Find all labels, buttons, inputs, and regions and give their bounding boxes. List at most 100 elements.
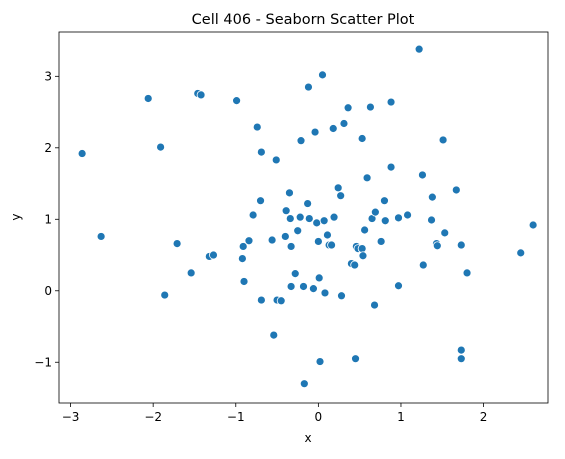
point — [362, 173, 372, 183]
point — [319, 216, 329, 226]
point — [339, 119, 349, 128]
point — [256, 295, 266, 305]
point — [333, 183, 343, 193]
plot-frame — [58, 31, 549, 404]
chart-title: Cell 406 - Seaborn Scatter Plot — [192, 12, 415, 28]
point — [329, 212, 339, 222]
point — [414, 44, 424, 54]
point — [310, 127, 320, 137]
point — [160, 290, 170, 300]
point — [343, 103, 353, 113]
point — [357, 244, 367, 253]
point — [295, 212, 305, 222]
point — [269, 330, 279, 340]
point — [304, 82, 313, 92]
point — [380, 196, 389, 206]
point — [299, 282, 308, 291]
point — [172, 239, 182, 248]
point — [432, 241, 442, 251]
point — [318, 70, 327, 80]
point — [418, 170, 427, 180]
point — [293, 226, 303, 236]
point — [350, 260, 360, 270]
point — [358, 251, 368, 261]
point — [237, 254, 247, 264]
x-tick-label: −1 — [227, 410, 245, 424]
point — [370, 300, 379, 310]
point — [516, 248, 526, 258]
point — [256, 196, 265, 206]
point — [403, 210, 412, 220]
point — [427, 215, 436, 225]
point — [336, 191, 346, 201]
point — [280, 232, 290, 241]
point — [244, 236, 254, 246]
point — [304, 214, 314, 223]
point — [320, 288, 330, 298]
point — [328, 124, 338, 133]
point — [315, 357, 325, 366]
point — [451, 185, 461, 195]
point — [360, 225, 370, 235]
x-tick-label: 0 — [315, 410, 323, 424]
point — [456, 240, 466, 250]
point — [238, 242, 248, 251]
point — [285, 188, 294, 198]
y-tick-label: 0 — [44, 284, 52, 298]
point — [248, 210, 258, 220]
point — [303, 199, 313, 208]
point — [327, 240, 336, 250]
y-tick-label: 1 — [44, 212, 52, 226]
point — [309, 284, 318, 294]
y-axis-label: y — [9, 213, 23, 220]
point — [440, 228, 450, 238]
point — [386, 97, 396, 107]
point — [96, 232, 106, 241]
point — [313, 237, 323, 246]
x-tick-label: −3 — [62, 410, 80, 424]
point — [386, 162, 396, 172]
point — [209, 250, 218, 260]
point — [312, 218, 322, 228]
point — [299, 379, 309, 389]
x-tick-label: −2 — [144, 410, 162, 424]
point — [285, 214, 295, 223]
point — [438, 135, 448, 145]
point — [252, 122, 262, 132]
point — [281, 206, 291, 216]
point — [366, 102, 375, 112]
point — [143, 94, 153, 103]
point — [271, 155, 281, 165]
y-tick-label: 2 — [44, 141, 52, 155]
point — [376, 237, 386, 246]
point — [77, 149, 87, 158]
point — [394, 281, 403, 291]
point — [156, 142, 165, 152]
y-tick-label: −1 — [34, 355, 52, 369]
point — [528, 220, 538, 230]
point — [256, 147, 266, 157]
x-tick-label: 1 — [397, 410, 405, 424]
point — [456, 354, 466, 364]
point — [232, 96, 241, 106]
point — [239, 277, 249, 286]
point — [351, 354, 360, 364]
point — [267, 235, 277, 245]
point — [286, 282, 296, 291]
point — [337, 291, 346, 301]
point — [462, 268, 472, 278]
point — [394, 213, 403, 223]
point — [370, 207, 380, 217]
point — [380, 216, 390, 226]
point — [296, 136, 306, 146]
point — [290, 269, 300, 279]
point — [196, 90, 206, 100]
point — [323, 230, 332, 240]
point — [286, 242, 296, 251]
point — [314, 273, 324, 283]
point — [276, 296, 286, 306]
point — [357, 134, 367, 143]
point — [427, 192, 437, 202]
point — [186, 268, 196, 278]
